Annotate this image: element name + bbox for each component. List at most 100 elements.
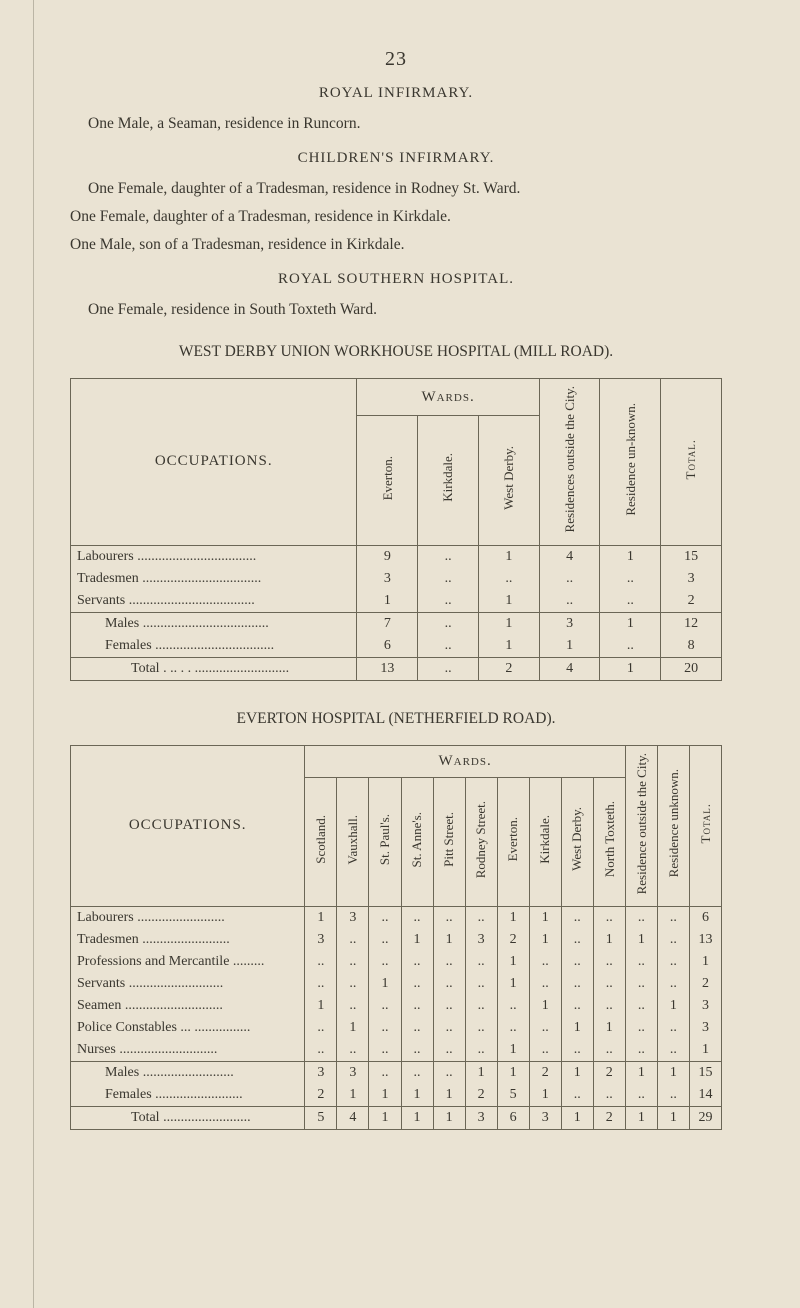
cell: 1 [433,1107,465,1130]
cell: .. [369,995,401,1017]
cell: .. [401,1062,433,1085]
cell: .. [433,973,465,995]
row-label: Tradesmen ......................... [71,929,305,951]
table-west-derby: OCCUPATIONS. Wards. Residences outside t… [70,378,722,680]
cell: 1 [497,951,529,973]
cell: .. [337,951,369,973]
cell: .. [561,929,593,951]
table-row-total: Total . .. . . .........................… [71,657,722,680]
cell: 15 [689,1062,721,1085]
row-label: Seamen ............................ [71,995,305,1017]
row-label: Servants ........................... [71,973,305,995]
th-wards: Wards. [305,745,625,777]
th-pitt: Pitt Street. [433,777,465,906]
th-scotland: Scotland. [305,777,337,906]
cell: 2 [593,1062,625,1085]
row-label: Labourers ......................... [71,907,305,930]
cell: .. [433,1039,465,1062]
text-childrens-1: One Female, daughter of a Tradesman, res… [70,177,722,201]
cell: .. [465,951,497,973]
cell: .. [593,995,625,1017]
cell: .. [401,951,433,973]
cell: .. [657,907,689,930]
cell: 29 [689,1107,721,1130]
cell: 1 [497,907,529,930]
row-label: Total ......................... [71,1107,305,1130]
cell: 2 [529,1062,561,1085]
cell: .. [625,1017,657,1039]
cell: .. [561,1039,593,1062]
cell: .. [657,929,689,951]
text-royal-infirmary: One Male, a Seaman, residence in Runcorn… [70,112,722,136]
cell: .. [337,1039,369,1062]
page-number: 23 [70,48,722,71]
cell: .. [657,951,689,973]
page: 23 ROYAL INFIRMARY. One Male, a Seaman, … [0,0,800,1308]
heading-everton: EVERTON HOSPITAL (NETHERFIELD ROAD). [70,707,722,731]
cell: .. [433,1017,465,1039]
heading-royal-southern: ROYAL SOUTHERN HOSPITAL. [70,271,722,288]
cell: .. [401,973,433,995]
cell: 1 [593,929,625,951]
cell: 1 [529,907,561,930]
th-north-toxteth: North Toxteth. [593,777,625,906]
table-row: Labourers ..............................… [71,545,722,568]
cell: .. [337,929,369,951]
cell: 1 [689,951,721,973]
cell: .. [369,1039,401,1062]
th-vauxhall: Vauxhall. [337,777,369,906]
cell: 1 [657,1107,689,1130]
table-row: Nurses .................................… [71,1039,722,1062]
cell: 2 [305,1084,337,1107]
cell: .. [433,907,465,930]
cell: .. [305,973,337,995]
th-kirkdale: Kirkdale. [418,416,479,545]
table-row: Police Constables ... ..................… [71,1017,722,1039]
cell: 1 [465,1062,497,1085]
th-west-derby: West Derby. [478,416,539,545]
cell: 3 [465,929,497,951]
cell: .. [561,973,593,995]
cell: 3 [337,907,369,930]
cell: .. [337,973,369,995]
cell: .. [497,995,529,1017]
cell: 1 [369,1107,401,1130]
cell: 1 [657,995,689,1017]
cell: 1 [689,1039,721,1062]
table-row: Servants ...............................… [71,590,722,613]
th-stannes: St. Anne's. [401,777,433,906]
cell: .. [561,951,593,973]
scan-artifact-left-line [33,0,34,1308]
cell: .. [305,951,337,973]
table-everton: OCCUPATIONS. Wards. Residence outside th… [70,745,722,1130]
cell: .. [305,1039,337,1062]
th-stpauls: St. Paul's. [369,777,401,906]
cell: .. [593,907,625,930]
th-rodney: Rodney Street. [465,777,497,906]
cell: 1 [305,995,337,1017]
cell: .. [433,995,465,1017]
cell: .. [369,1062,401,1085]
cell: 1 [433,929,465,951]
row-label: Females ......................... [71,1084,305,1107]
cell: .. [401,907,433,930]
cell: .. [401,1017,433,1039]
cell: 1 [369,973,401,995]
table-row: Professions and Mercantile .............… [71,951,722,973]
cell: 1 [401,1084,433,1107]
cell: 4 [337,1107,369,1130]
cell: .. [433,1062,465,1085]
cell: 1 [657,1062,689,1085]
th-occupations: OCCUPATIONS. [71,745,305,906]
cell: 6 [689,907,721,930]
table-row: Tradesmen ..............................… [71,568,722,590]
cell: 1 [625,1107,657,1130]
cell: 5 [305,1107,337,1130]
cell: 3 [305,1062,337,1085]
th-res-unknown: Residence unknown. [657,745,689,906]
heading-royal-infirmary: ROYAL INFIRMARY. [70,85,722,102]
row-label: Nurses ............................ [71,1039,305,1062]
cell: 1 [497,1039,529,1062]
text-childrens-2: One Female, daughter of a Tradesman, res… [70,205,722,229]
heading-west-derby: WEST DERBY UNION WORKHOUSE HOSPITAL (MIL… [70,340,722,364]
